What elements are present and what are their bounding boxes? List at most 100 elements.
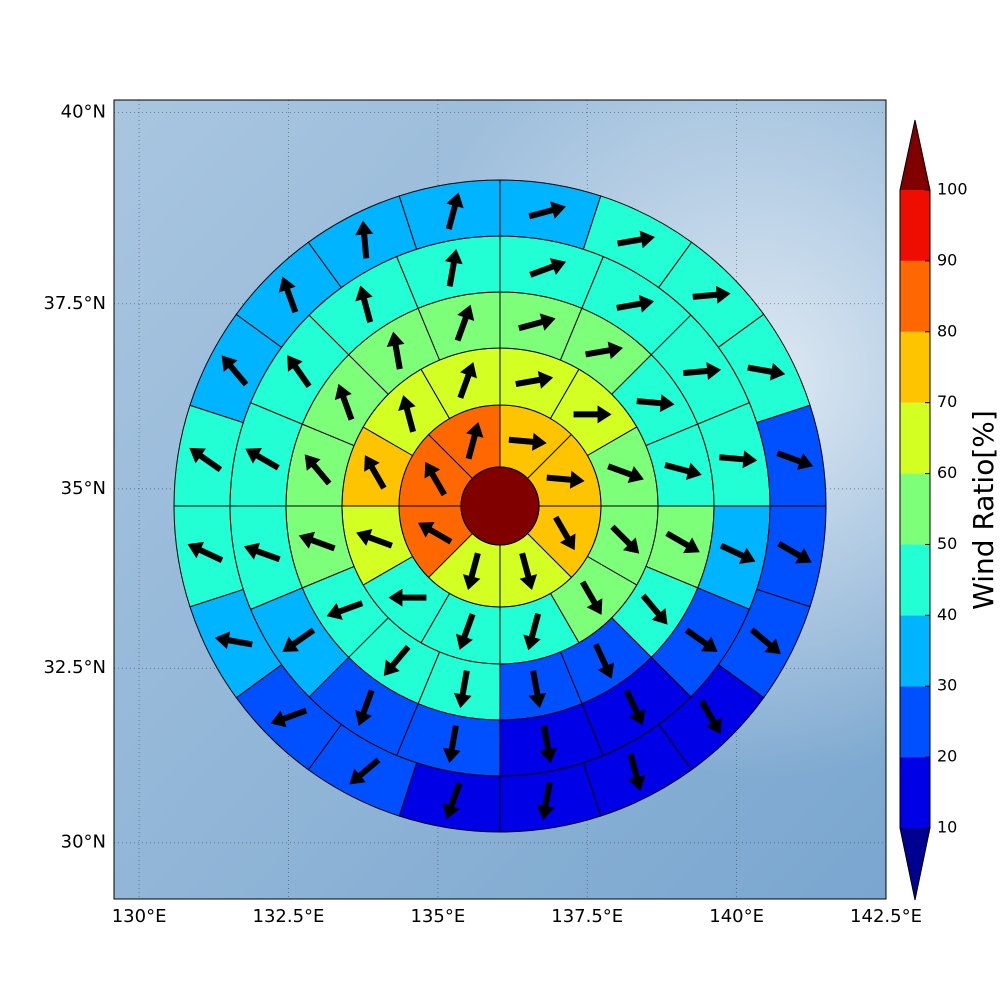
wind-arrow [692, 285, 731, 304]
wind-arrow [386, 331, 405, 370]
wind-arrow [189, 447, 223, 473]
wind-arrow [453, 670, 472, 709]
colorbar-tick-label: 70 [937, 392, 957, 411]
wind-arrow [553, 515, 576, 551]
wind-arrow [523, 612, 542, 651]
wind-arrow [607, 463, 644, 483]
wind-arrow [616, 294, 655, 313]
wind-arrow [457, 362, 477, 399]
wind-arrow [777, 541, 812, 564]
colorbar-box [900, 402, 930, 474]
colorbar-over [900, 120, 930, 190]
wind-arrow [528, 201, 566, 220]
wind-arrow [610, 524, 640, 554]
wind-arrow [665, 530, 700, 554]
colorbar-tick-label: 30 [937, 676, 957, 695]
wind-arrow [454, 304, 475, 342]
wind-arrow [355, 220, 374, 259]
wind-arrow [243, 542, 281, 563]
wind-arrow [699, 699, 722, 735]
x-tick-label: 137.5°E [551, 906, 623, 927]
colorbar-tick-label: 80 [937, 321, 957, 340]
colorbar-tick-label: 20 [937, 747, 957, 766]
wind-arrow [278, 276, 299, 314]
colorbar-box [900, 190, 930, 261]
wind-arrow [519, 552, 538, 590]
colorbar-tick-label: 90 [937, 250, 957, 269]
colorbar-tick-label: 100 [937, 180, 968, 199]
x-tick-label: 135°E [410, 906, 465, 927]
wind-arrow [627, 753, 646, 791]
wind-arrow [364, 455, 387, 490]
wind-arrow [508, 432, 547, 451]
wind-arrow [334, 383, 355, 421]
wind-arrow [640, 593, 668, 625]
wind-arrow [355, 285, 374, 323]
wind-arrow [664, 462, 702, 480]
wind-arrow [465, 422, 484, 460]
wind-arrow [593, 643, 615, 679]
wind-arrow [287, 355, 312, 389]
colorbar-box [900, 686, 930, 758]
wind-arrow [462, 552, 481, 590]
y-tick-label: 30°N [61, 832, 106, 853]
wind-arrow [684, 627, 718, 652]
colorbar-under [900, 828, 930, 900]
wind-arrow [214, 631, 253, 650]
wind-arrow [579, 580, 603, 615]
wind-arrow [187, 541, 224, 563]
wind-arrow [270, 707, 308, 728]
wind-arrow [418, 521, 453, 545]
wind-arrow [776, 450, 814, 470]
colorbar-tick-label: 40 [937, 605, 957, 624]
colorbar-box [900, 544, 930, 616]
wind-arrow [546, 470, 585, 489]
wind-arrow [298, 531, 336, 552]
wind-arrow [326, 600, 364, 620]
wind-arrow [528, 670, 547, 709]
wind-arrow [636, 394, 675, 413]
wind-arrow [356, 529, 393, 549]
wind-arrow [355, 689, 375, 727]
wind-arrow [442, 782, 463, 820]
wind-arrow [383, 644, 411, 676]
wind-arrow [683, 362, 722, 380]
wind-arrow [624, 689, 646, 726]
x-tick-label: 132.5°E [253, 906, 325, 927]
wind-arrow [349, 757, 381, 785]
y-tick-label: 35°N [61, 478, 106, 499]
wind-arrow [282, 627, 316, 652]
wind-arrow [518, 313, 556, 332]
wind-arrow [455, 613, 476, 650]
wind-arrow [536, 782, 555, 821]
y-tick-label: 32.5°N [43, 657, 106, 678]
wind-arrow [424, 461, 447, 497]
center-circle [460, 466, 540, 546]
colorbar-box [900, 473, 930, 545]
plot-frame [113, 99, 887, 900]
wind-arrow [445, 192, 464, 230]
wind-arrow [719, 542, 756, 564]
wind-arrow [749, 627, 781, 655]
wind-arrow [515, 371, 554, 389]
x-tick-label: 130°E [112, 906, 167, 927]
wind-arrow [444, 248, 463, 287]
wind-arrow [221, 355, 249, 387]
x-tick-label: 140°E [709, 906, 764, 927]
wind-arrow [573, 405, 612, 424]
colorbar-tick-label: 60 [937, 463, 957, 482]
colorbar-box [900, 615, 930, 687]
wind-arrow [617, 230, 655, 249]
colorbar-tick-label: 50 [937, 534, 957, 553]
wind-arrow [747, 362, 786, 381]
wind-arrow [442, 725, 461, 764]
wind-arrow [388, 588, 427, 607]
wind-arrow [398, 395, 416, 433]
wind-arrow [585, 341, 624, 360]
colorbar-box [900, 331, 930, 403]
wind-arrow [304, 454, 332, 486]
colorbar-box [900, 757, 930, 828]
y-tick-label: 37.5°N [43, 293, 106, 314]
colorbar-label: Wind Ratio[%] [967, 410, 1000, 610]
